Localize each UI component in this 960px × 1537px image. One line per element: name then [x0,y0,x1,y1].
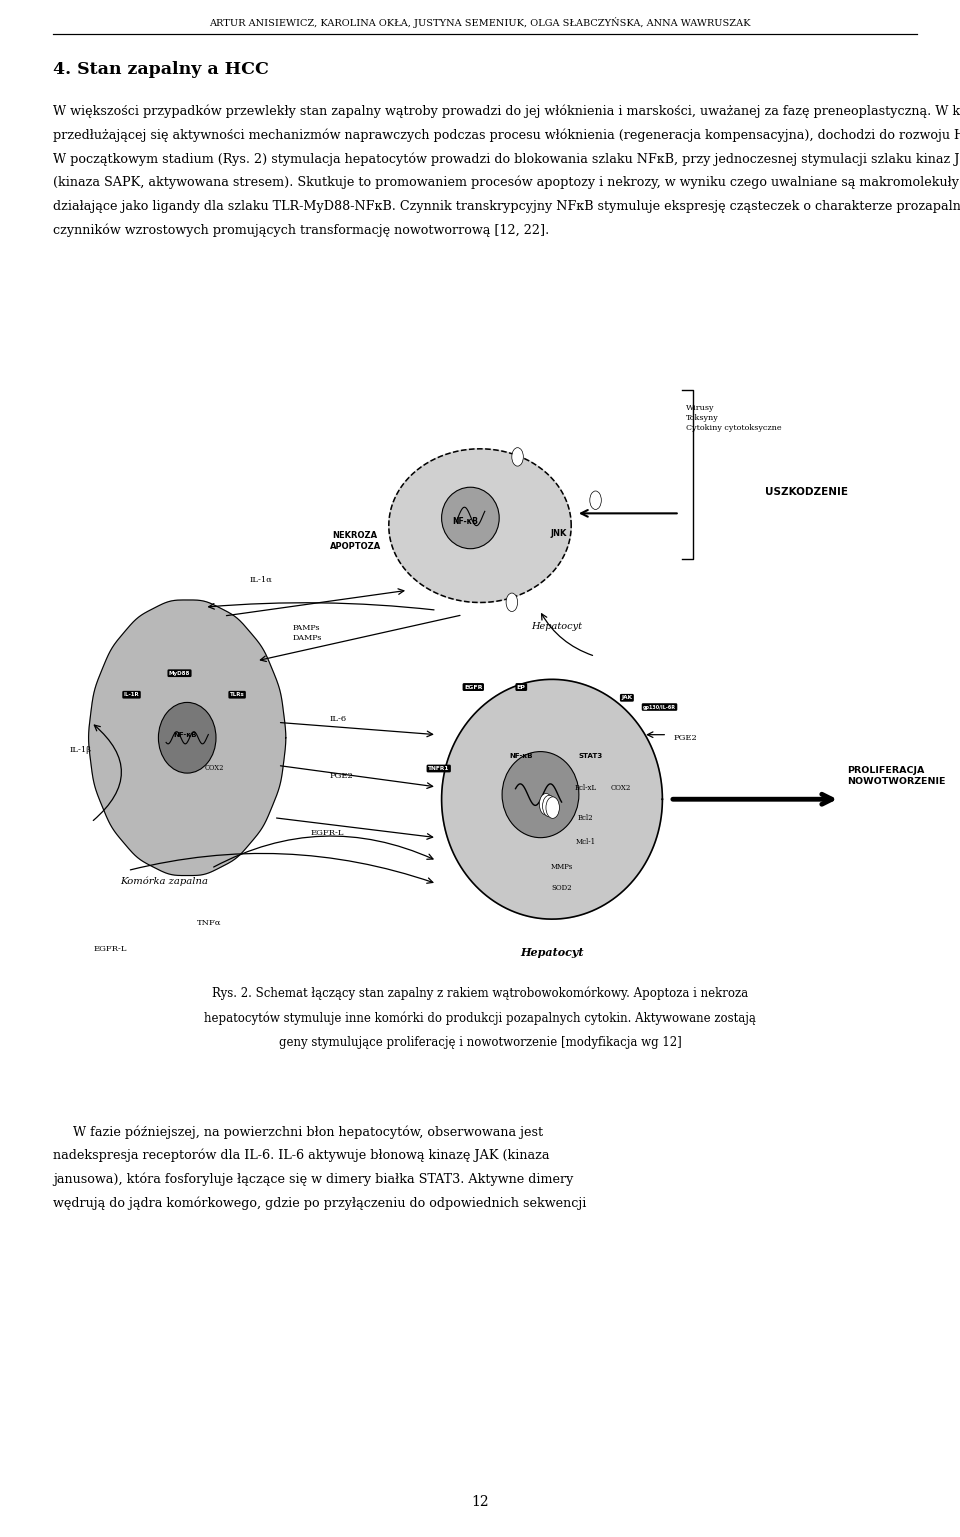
Text: MyD88: MyD88 [169,670,190,676]
Text: W większości przypadków przewlekły stan zapalny wątroby prowadzi do jej włóknien: W większości przypadków przewlekły stan … [53,105,960,118]
Text: wędrują do jądra komórkowego, gdzie po przyłączeniu do odpowiednich sekwencji: wędrują do jądra komórkowego, gdzie po p… [53,1196,587,1210]
Text: Wirusy
Toksyny
Cytokiny cytotoksyczne: Wirusy Toksyny Cytokiny cytotoksyczne [686,404,782,432]
Text: ARTUR ANISIEWICZ, KAROLINA OKŁA, JUSTYNA SEMENIUK, OLGA SŁABCZYŃSKA, ANNA WAWRUS: ARTUR ANISIEWICZ, KAROLINA OKŁA, JUSTYNA… [209,17,751,28]
Text: 4. Stan zapalny a HCC: 4. Stan zapalny a HCC [53,61,269,78]
Polygon shape [442,679,662,919]
Text: SOD2: SOD2 [551,884,572,893]
Text: Komórka zapalna: Komórka zapalna [120,876,208,885]
Text: PGE2: PGE2 [329,772,353,781]
Text: TLRs: TLRs [229,692,245,698]
Text: EGFR-L: EGFR-L [310,828,344,838]
Text: TNFα: TNFα [197,919,222,927]
Circle shape [589,490,601,509]
Text: geny stymulujące proliferację i nowotworzenie [modyfikacja wg 12]: geny stymulujące proliferację i nowotwor… [278,1036,682,1048]
Text: NF-κB: NF-κB [510,753,533,759]
Text: USZKODZENIE: USZKODZENIE [765,487,848,496]
Circle shape [546,796,560,818]
Text: STAT3: STAT3 [578,753,603,759]
Text: Hepatocyt: Hepatocyt [531,622,583,632]
Text: NEKROZA
APOPTOZA: NEKROZA APOPTOZA [329,530,381,552]
Text: Mcl-1: Mcl-1 [576,838,595,847]
Text: W fazie późniejszej, na powierzchni błon hepatocytów, obserwowana jest: W fazie późniejszej, na powierzchni błon… [53,1125,543,1139]
Text: IL-6: IL-6 [329,715,347,724]
Circle shape [512,447,523,466]
Text: W początkowym stadium (Rys. 2) stymulacja hepatocytów prowadzi do blokowania szl: W początkowym stadium (Rys. 2) stymulacj… [53,152,960,166]
Text: JNK: JNK [550,529,567,538]
Circle shape [506,593,517,612]
Text: EGFR: EGFR [464,684,483,690]
Text: EGFR-L: EGFR-L [93,945,127,953]
Text: 12: 12 [471,1496,489,1509]
Circle shape [542,795,556,816]
Text: TNFR1: TNFR1 [428,765,449,772]
Text: Hepatocyt: Hepatocyt [520,947,584,958]
Text: PROLIFERACJA
NOWOTWORZENIE: PROLIFERACJA NOWOTWORZENIE [847,765,946,787]
Text: przedłużającej się aktywności mechanizmów naprawczych podczas procesu włóknienia: przedłużającej się aktywności mechanizmó… [53,128,960,141]
Text: EP: EP [516,684,526,690]
Text: Rys. 2. Schemat łączący stan zapalny z rakiem wątrobowokomórkowy. Apoptoza i nek: Rys. 2. Schemat łączący stan zapalny z r… [212,987,748,1001]
Polygon shape [389,449,571,603]
Text: Bcl-xL: Bcl-xL [574,784,597,793]
Text: hepatocytów stymuluje inne komórki do produkcji pozapalnych cytokin. Aktywowane : hepatocytów stymuluje inne komórki do pr… [204,1011,756,1025]
Ellipse shape [442,487,499,549]
Text: Bcl2: Bcl2 [578,813,593,822]
Text: COX2: COX2 [204,764,224,773]
Text: nadekspresja receptorów dla IL-6. IL-6 aktywuje błonową kinazę JAK (kinaza: nadekspresja receptorów dla IL-6. IL-6 a… [53,1148,549,1162]
Text: gp130/IL-6R: gp130/IL-6R [643,704,676,710]
Text: IL-1R: IL-1R [124,692,139,698]
Ellipse shape [158,702,216,773]
Circle shape [540,793,553,815]
Text: NF-κB: NF-κB [174,732,197,738]
Text: MMPs: MMPs [550,862,573,871]
Text: działające jako ligandy dla szlaku TLR-MyD88-NFκB. Czynnik transkrypcyjny NFκB s: działające jako ligandy dla szlaku TLR-M… [53,200,960,212]
Text: czynników wzrostowych promujących transformację nowotworrową [12, 22].: czynników wzrostowych promujących transf… [53,223,549,237]
Text: (kinaza SAPK, aktywowana stresem). Skutkuje to promowaniem procesów apoptozy i n: (kinaza SAPK, aktywowana stresem). Skutk… [53,175,960,189]
Text: JAK: JAK [621,695,633,701]
Text: PAMPs
DAMPs: PAMPs DAMPs [293,624,323,642]
Text: IL-1α: IL-1α [250,576,273,584]
Text: janusowa), która fosforyluje łączące się w dimery białka STAT3. Aktywne dimery: janusowa), która fosforyluje łączące się… [53,1173,573,1187]
Polygon shape [88,599,286,876]
Text: IL-1β: IL-1β [69,745,91,755]
Text: PGE2: PGE2 [674,733,698,742]
Ellipse shape [502,752,579,838]
Text: COX2: COX2 [611,784,632,793]
Text: NF-κB: NF-κB [453,516,478,526]
